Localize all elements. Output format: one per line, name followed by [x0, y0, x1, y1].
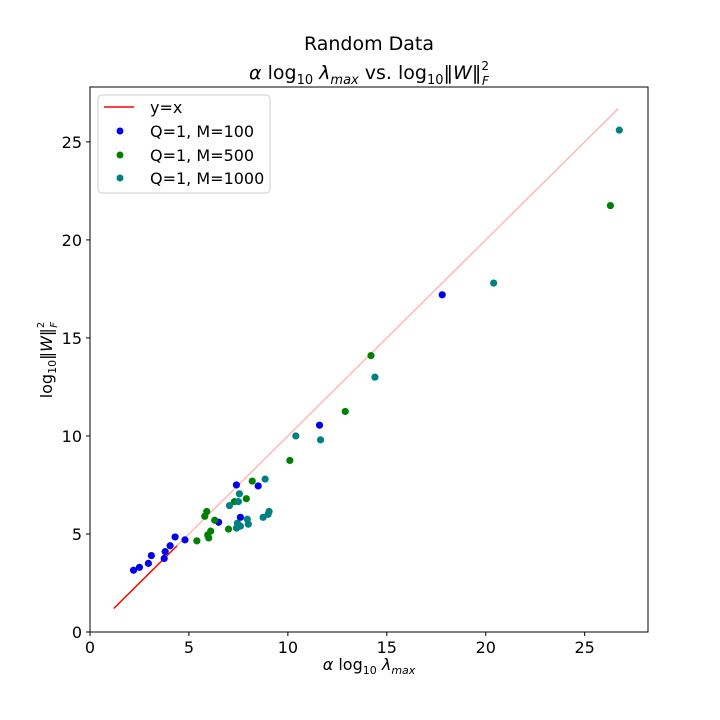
legend-marker-m500 [116, 151, 124, 159]
y-tick-label: 20 [62, 231, 82, 250]
x-tick-label: 0 [85, 638, 95, 657]
y-tick-label: 0 [72, 623, 82, 642]
data-point [161, 548, 169, 556]
data-point [292, 432, 300, 440]
data-point [225, 501, 234, 510]
axis-ticks: 0 5 10 15 20 25 0 5 10 15 20 25 [62, 133, 595, 657]
data-point [254, 482, 262, 490]
data-point [316, 436, 325, 444]
legend-marker-m100 [116, 127, 124, 135]
data-point [205, 534, 213, 542]
data-points [129, 126, 623, 574]
x-axis-label: α log10 λmax [323, 655, 416, 677]
data-point [211, 516, 219, 524]
data-point [615, 126, 623, 134]
data-point [242, 495, 250, 503]
y-tick-label: 25 [62, 133, 82, 152]
data-point [367, 351, 375, 360]
data-point [371, 373, 379, 381]
data-point [181, 536, 189, 544]
chart-subtitle: α log10 λmax vs. log10‖W‖2 F [249, 59, 490, 88]
data-point [224, 525, 233, 533]
y-tick-label: 10 [62, 427, 82, 446]
legend-label-reference-line: y=x [150, 98, 182, 117]
data-point [244, 520, 252, 528]
data-point [606, 202, 615, 210]
data-point [235, 490, 243, 498]
data-point [171, 533, 179, 541]
data-point [232, 481, 241, 489]
chart-title: Random Data [304, 33, 434, 55]
data-point [286, 456, 294, 465]
legend-label-m100: Q=1, M=100 [150, 122, 254, 141]
y-tick-label: 15 [62, 329, 82, 348]
data-point [144, 559, 152, 567]
legend: y=x Q=1, M=100 Q=1, M=500 Q=1, M=1000 [97, 94, 271, 194]
data-point [261, 475, 269, 483]
data-point [234, 498, 243, 506]
y-tick-label: 5 [72, 525, 82, 544]
data-point [129, 566, 138, 574]
data-point [147, 551, 155, 560]
x-tick-label: 10 [278, 638, 298, 657]
x-tick-label: 25 [575, 638, 595, 657]
legend-box [97, 94, 271, 194]
x-tick-label: 15 [377, 638, 397, 657]
data-point [236, 522, 244, 530]
data-point [160, 554, 168, 563]
series-1 [129, 291, 446, 574]
data-point [193, 537, 201, 545]
data-point [438, 291, 446, 299]
x-tick-label: 5 [184, 638, 194, 657]
legend-label-m1000: Q=1, M=1000 [150, 169, 264, 188]
data-point [166, 542, 174, 550]
legend-label-m500: Q=1, M=500 [150, 146, 254, 165]
data-point [265, 507, 273, 516]
data-point [248, 477, 256, 485]
y-axis-label: log10‖W‖2 F [36, 322, 60, 399]
data-point [135, 563, 144, 571]
reference-line-faded [176, 108, 619, 547]
data-point [203, 507, 211, 516]
data-point [207, 527, 215, 535]
data-point [341, 407, 349, 416]
data-point [490, 279, 498, 287]
data-point [315, 421, 324, 429]
series-3 [225, 126, 623, 532]
data-point [236, 513, 244, 521]
x-tick-label: 20 [476, 638, 496, 657]
legend-marker-m1000 [116, 174, 124, 182]
